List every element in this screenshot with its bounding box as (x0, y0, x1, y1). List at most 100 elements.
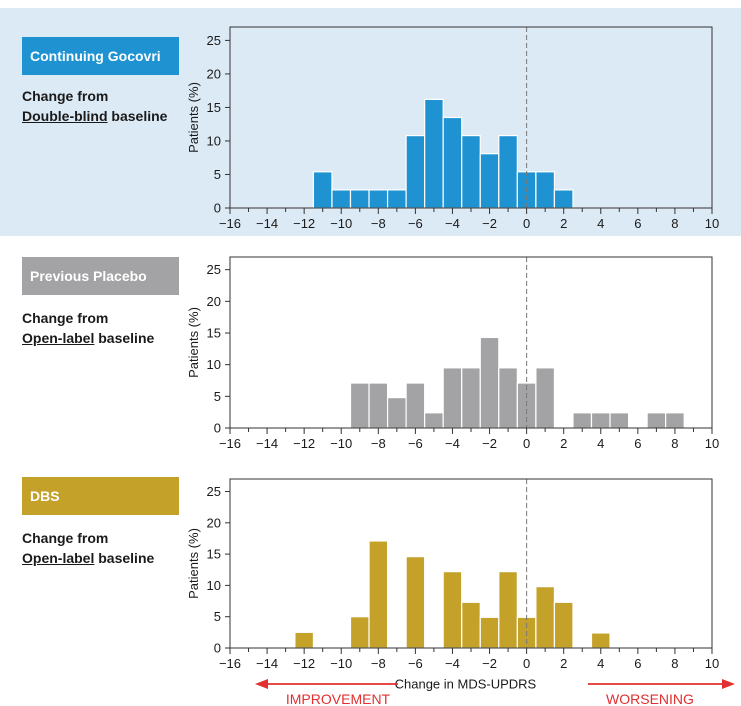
x-tick-label: −10 (330, 656, 352, 671)
histogram-placebo: 0 5 10 15 20 25 −16 −14 −12 −10 −8 −6 −4 −2 0 2 4 6 8 10 Pat… (186, 256, 719, 451)
change-prefix: Change from (22, 310, 109, 326)
baseline-underlined: Open-label (22, 550, 95, 566)
change-text-placebo: Change from Open-label baseline (22, 308, 154, 348)
histogram-bar (646, 412, 667, 429)
histogram-bar (386, 189, 407, 209)
histogram-bar (349, 616, 370, 649)
histogram-bar (479, 153, 500, 209)
x-tick-label: −14 (256, 656, 278, 671)
x-tick-label: −16 (219, 216, 241, 231)
y-tick-label: 0 (214, 641, 221, 656)
histogram-bar (665, 412, 685, 429)
histogram-bar (461, 601, 481, 649)
histogram-bar (405, 556, 426, 649)
x-tick-label: −12 (293, 436, 315, 451)
histogram-bar (479, 616, 500, 649)
histogram-bar (609, 412, 630, 429)
baseline-underlined: Double-blind (22, 108, 108, 124)
x-tick-label: −8 (371, 216, 386, 231)
x-tick-label: 2 (560, 216, 567, 231)
x-tick-label: −2 (482, 436, 497, 451)
x-tick-label: 10 (705, 656, 719, 671)
x-tick-label: 6 (634, 216, 641, 231)
x-tick-label: −2 (482, 656, 497, 671)
x-tick-label: −12 (293, 656, 315, 671)
histogram-bar (442, 367, 463, 429)
histogram-bar (442, 116, 463, 209)
histogram-bar (553, 601, 574, 649)
x-tick-label: 0 (523, 656, 530, 671)
panel-label-placebo: Previous Placebo (22, 257, 179, 295)
y-axis-title: Patients (%) (186, 82, 201, 153)
x-axis-title: Change in MDS-UPDRS (395, 677, 537, 692)
histogram-dbs: 0 5 10 15 20 25 −16 −14 −12 −10 −8 −6 −4 −2 0 2 4 6 8 10 Pat… (186, 478, 735, 706)
histogram-bar (442, 571, 463, 649)
x-tick-label: −4 (445, 216, 460, 231)
y-tick-label: 15 (207, 326, 221, 341)
x-tick-label: −8 (371, 436, 386, 451)
y-tick-label: 20 (207, 515, 221, 530)
y-tick-label: 15 (207, 100, 221, 115)
histogram-gocovri: 0 5 10 15 20 25 −16 −14 −12 −10 −8 −6 −4 −2 0 2 4 6 8 10 Pat… (186, 26, 719, 231)
x-tick-label: −6 (408, 436, 423, 451)
x-tick-label: 6 (634, 436, 641, 451)
histogram-bar (498, 367, 518, 429)
y-axis-title: Patients (%) (186, 528, 201, 599)
histogram-bar (461, 367, 481, 429)
histogram-bar (424, 98, 444, 209)
y-tick-label: 5 (214, 389, 221, 404)
y-tick-label: 20 (207, 294, 221, 309)
improvement-label: IMPROVEMENT (286, 691, 391, 706)
baseline-underlined: Open-label (22, 330, 95, 346)
x-tick-label: 4 (597, 436, 604, 451)
x-tick-label: 2 (560, 436, 567, 451)
x-tick-label: −16 (219, 436, 241, 451)
histogram-bar (553, 189, 574, 209)
histogram-bar (535, 367, 556, 429)
worsening-arrowhead (722, 679, 735, 689)
baseline-suffix: baseline (107, 108, 168, 124)
y-tick-label: 10 (207, 578, 221, 593)
change-prefix: Change from (22, 88, 109, 104)
y-tick-label: 10 (207, 357, 221, 372)
change-text-gocovri: Change from Double-blind baseline (22, 86, 167, 126)
histogram-bar (349, 189, 370, 209)
histogram-bar (405, 135, 426, 209)
histogram-bar (590, 412, 611, 429)
histogram-bar (498, 135, 518, 209)
x-tick-label: −6 (408, 656, 423, 671)
y-tick-label: 0 (214, 201, 221, 216)
x-tick-label: −14 (256, 436, 278, 451)
x-tick-label: 2 (560, 656, 567, 671)
baseline-suffix: baseline (94, 330, 155, 346)
histogram-bar (368, 189, 389, 209)
x-tick-label: 4 (597, 656, 604, 671)
histogram-bar (461, 135, 481, 209)
y-tick-label: 5 (214, 167, 221, 182)
histogram-bar (498, 571, 518, 649)
x-tick-label: 8 (671, 656, 678, 671)
improvement-arrowhead (255, 679, 268, 689)
y-tick-label: 25 (207, 33, 221, 48)
x-tick-label: 0 (523, 436, 530, 451)
x-tick-label: −8 (371, 656, 386, 671)
x-tick-label: 10 (705, 216, 719, 231)
histogram-bar (535, 171, 556, 209)
y-tick-label: 15 (207, 547, 221, 562)
change-text-dbs: Change from Open-label baseline (22, 528, 154, 568)
x-tick-label: 8 (671, 436, 678, 451)
histogram-bar (572, 412, 593, 429)
x-tick-label: 0 (523, 216, 530, 231)
histogram-bar (386, 397, 407, 429)
y-tick-label: 0 (214, 421, 221, 436)
y-tick-label: 20 (207, 66, 221, 81)
x-tick-label: 4 (597, 216, 604, 231)
x-tick-label: −12 (293, 216, 315, 231)
x-tick-label: −10 (330, 216, 352, 231)
x-tick-label: −2 (482, 216, 497, 231)
histogram-bar (479, 336, 500, 429)
x-tick-label: −14 (256, 216, 278, 231)
histogram-bar (405, 382, 426, 429)
change-prefix: Change from (22, 530, 109, 546)
x-tick-label: 6 (634, 656, 641, 671)
